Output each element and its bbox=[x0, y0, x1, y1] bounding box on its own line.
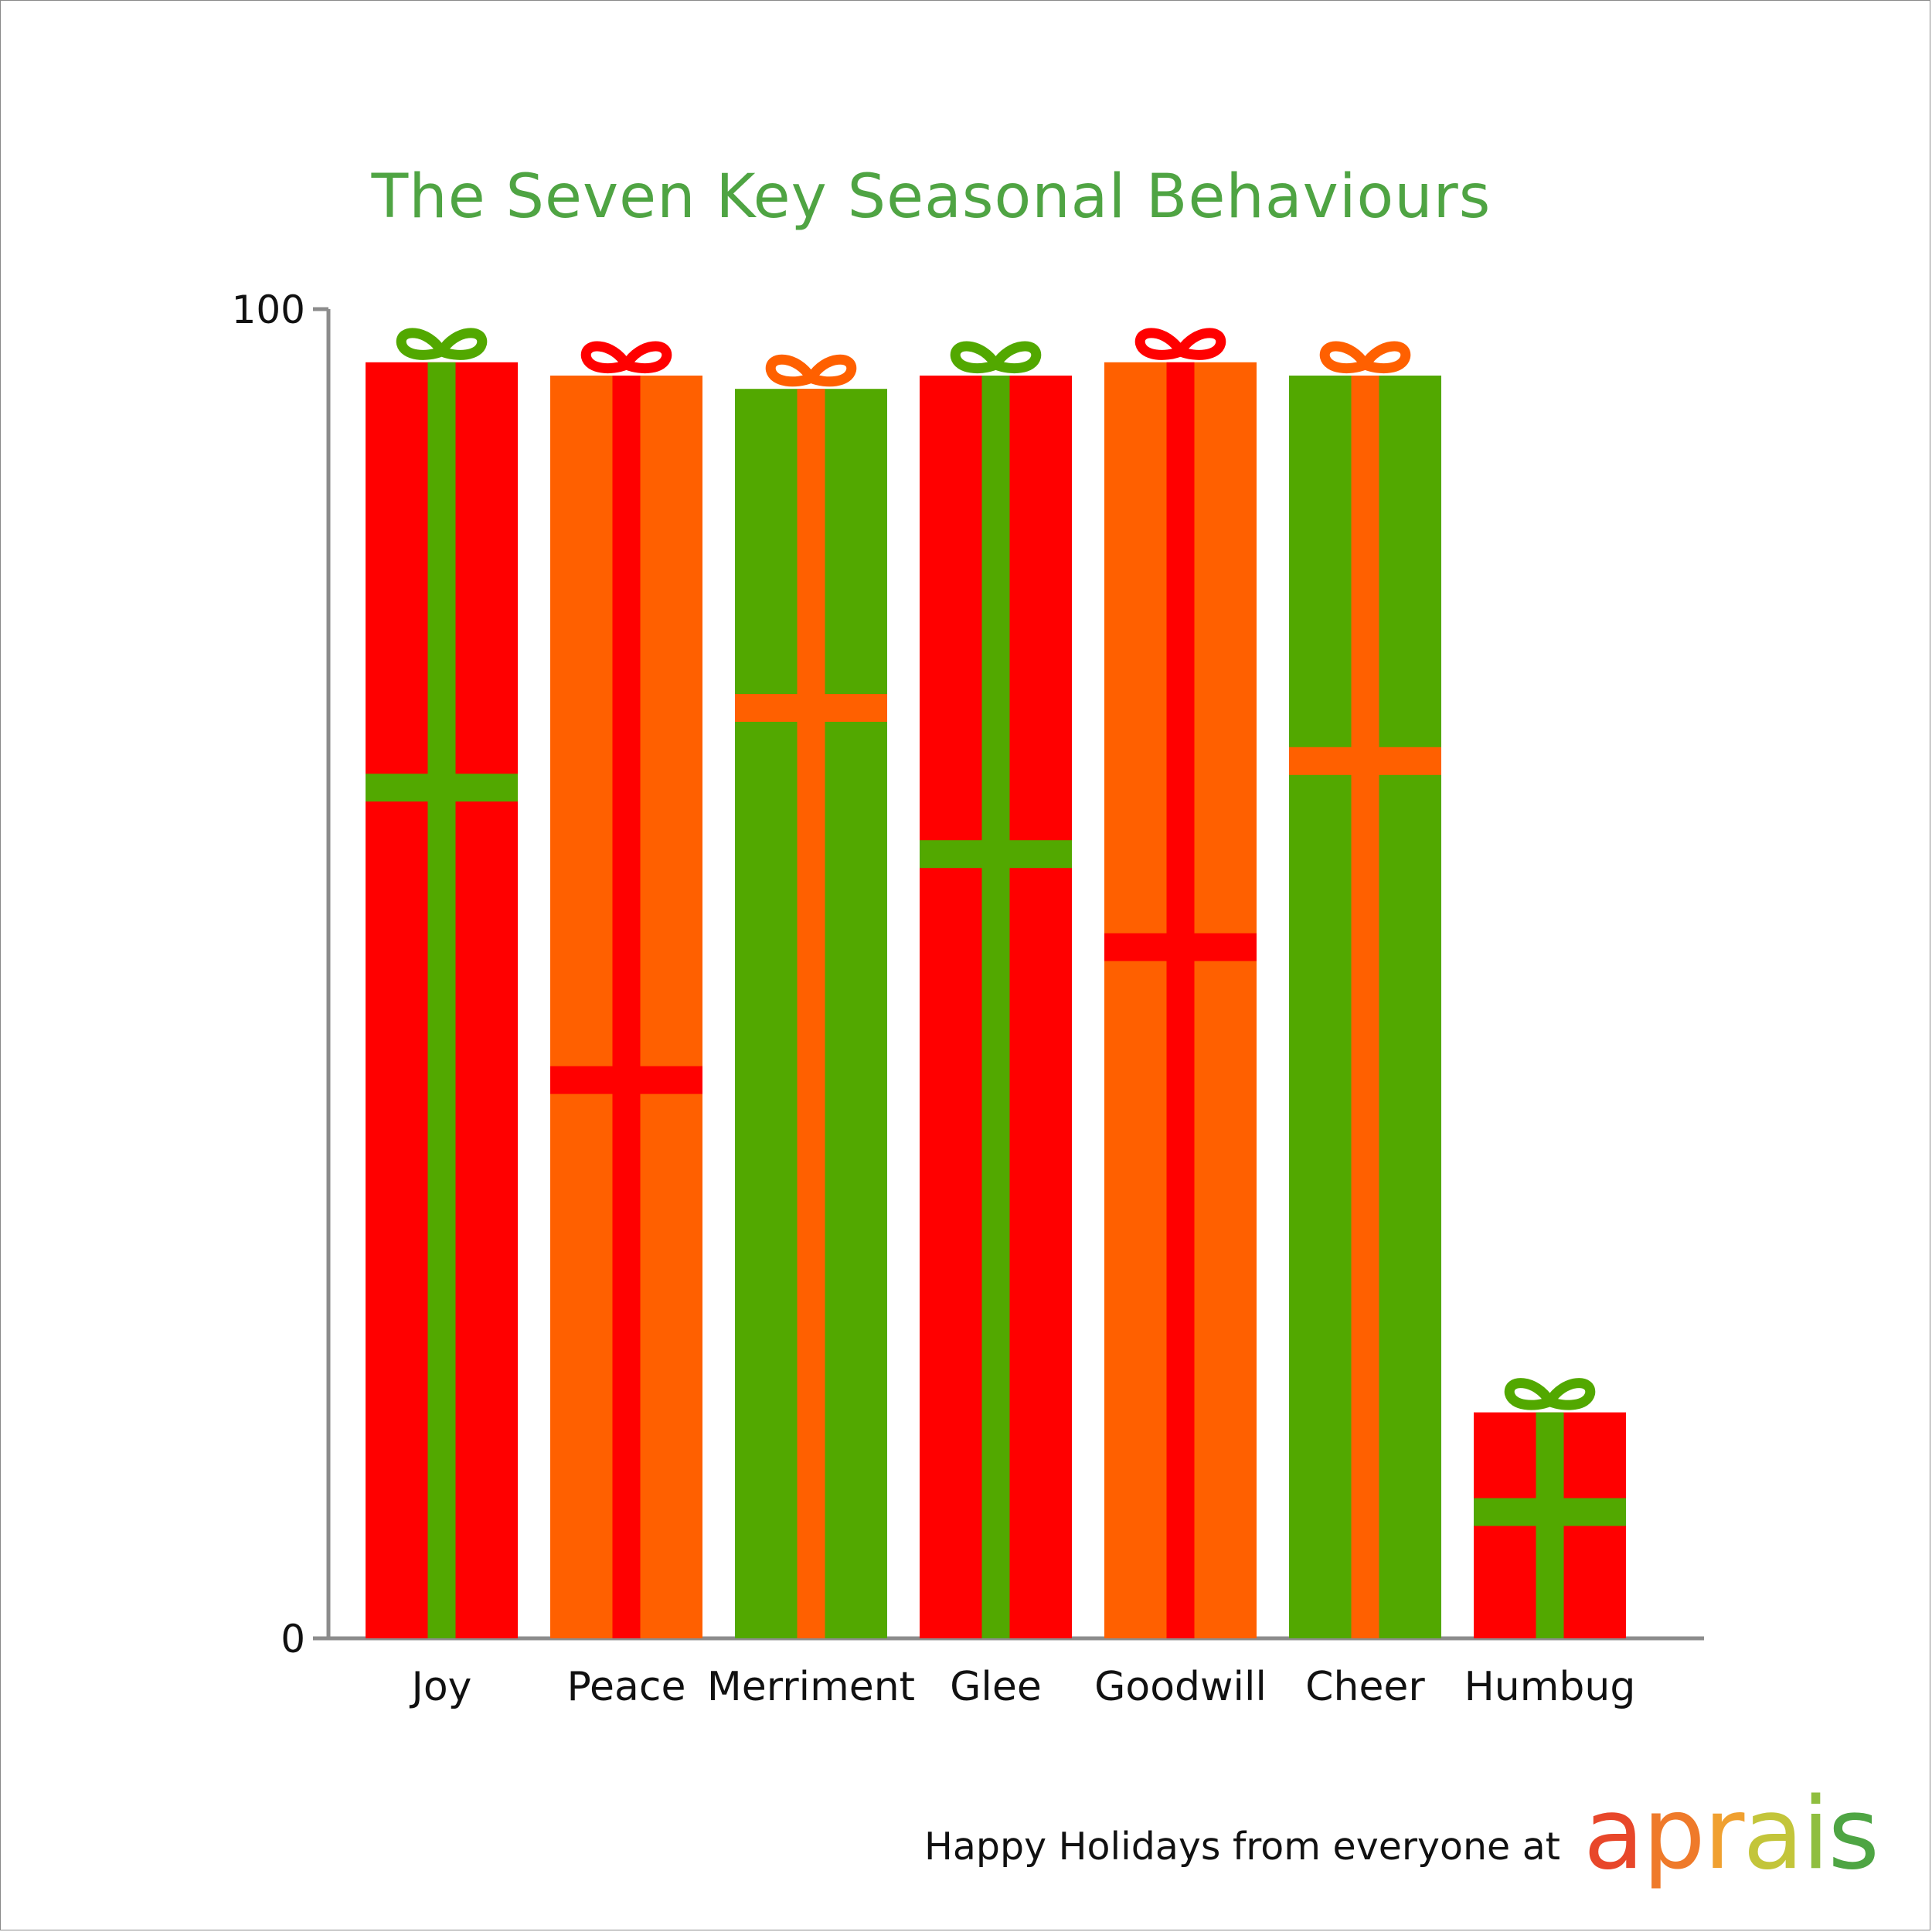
bow-icon bbox=[950, 341, 1042, 374]
x-tick-label: Merriment bbox=[707, 1664, 915, 1710]
bar-ribbon-vertical bbox=[612, 376, 641, 1638]
bow-icon bbox=[765, 354, 857, 387]
logo-letter: i bbox=[1801, 1777, 1830, 1892]
logo-letter: a bbox=[1743, 1777, 1803, 1892]
x-tick-label: Goodwill bbox=[1094, 1664, 1267, 1710]
logo-letter: p bbox=[1642, 1777, 1705, 1892]
bow-icon bbox=[1319, 341, 1411, 374]
chart-title: The Seven Key Seasonal Behaviours bbox=[371, 162, 1492, 232]
bar-ribbon-vertical bbox=[797, 389, 825, 1639]
x-tick-label: Glee bbox=[950, 1664, 1042, 1710]
footer-text: Happy Holidays from everyone at bbox=[924, 1825, 1560, 1869]
bar-ribbon-horizontal bbox=[920, 840, 1072, 869]
aprais-logo: aprais bbox=[1583, 1785, 1879, 1884]
bow-icon bbox=[580, 341, 672, 374]
y-tick-label: 0 bbox=[281, 1617, 305, 1662]
x-tick-label: Cheer bbox=[1305, 1664, 1425, 1710]
logo-letter: a bbox=[1583, 1777, 1644, 1892]
y-tick-label: 100 bbox=[232, 287, 305, 332]
bar-ribbon-horizontal bbox=[735, 694, 887, 722]
bar-ribbon-horizontal bbox=[366, 774, 518, 802]
bar-ribbon-horizontal bbox=[1474, 1498, 1626, 1526]
logo-letter: r bbox=[1703, 1777, 1745, 1892]
bow-icon bbox=[396, 328, 488, 360]
bar-ribbon-vertical bbox=[1166, 362, 1195, 1638]
bow-icon bbox=[1504, 1378, 1596, 1410]
bow-icon bbox=[1134, 328, 1226, 360]
bar-ribbon-vertical bbox=[1351, 376, 1379, 1638]
bar-ribbon-vertical bbox=[981, 376, 1010, 1638]
footer: Happy Holidays from everyone at aprais bbox=[924, 1785, 1879, 1884]
bar-ribbon-horizontal bbox=[1104, 933, 1257, 961]
bar-ribbon-horizontal bbox=[550, 1066, 702, 1094]
x-tick-label: Peace bbox=[567, 1664, 686, 1710]
bar-ribbon-vertical bbox=[427, 362, 456, 1638]
bar-ribbon-horizontal bbox=[1289, 747, 1441, 775]
x-tick-label: Joy bbox=[410, 1664, 472, 1710]
x-tick-label: Humbug bbox=[1464, 1664, 1636, 1710]
logo-letter: s bbox=[1828, 1777, 1879, 1892]
